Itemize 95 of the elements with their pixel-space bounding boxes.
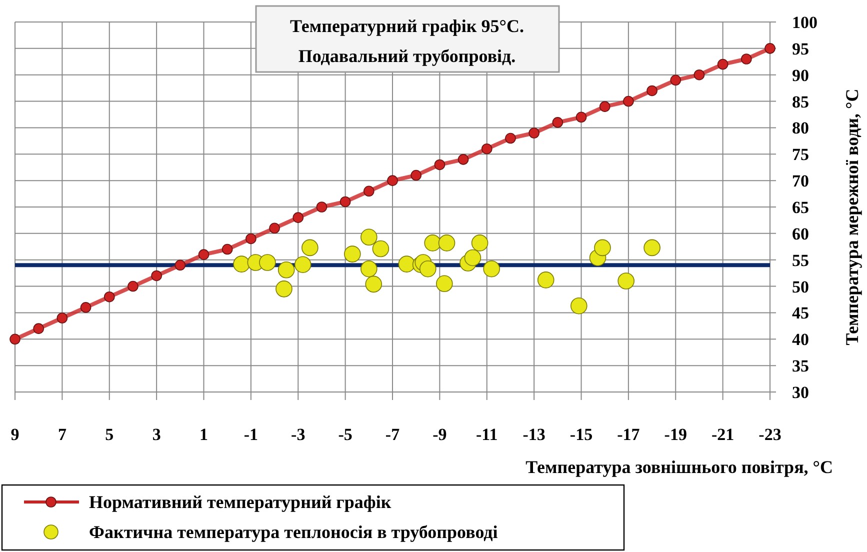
point — [464, 249, 482, 266]
point — [483, 260, 500, 278]
x-tick-label: -21 — [711, 425, 734, 444]
y-tick-label: 50 — [792, 277, 809, 296]
point — [387, 175, 398, 186]
x-tick-label: -23 — [758, 425, 782, 444]
point — [594, 239, 611, 256]
point — [246, 233, 256, 244]
y-tick-label: 100 — [792, 13, 818, 32]
point — [294, 256, 312, 274]
point — [471, 234, 488, 252]
x-tick-label: 1 — [200, 425, 208, 444]
y-tick-label: 85 — [792, 92, 809, 112]
point — [576, 112, 587, 123]
x-tick-label: -1 — [244, 425, 258, 444]
point — [623, 96, 634, 107]
point — [570, 297, 588, 314]
y-tick-label: 90 — [792, 66, 809, 85]
point — [360, 228, 378, 246]
point — [128, 280, 138, 292]
y-tick-label: 35 — [792, 356, 809, 376]
x-tick-label: -15 — [570, 425, 593, 444]
x-tick-label: -9 — [432, 425, 447, 444]
point — [365, 276, 382, 293]
point — [104, 291, 115, 302]
point — [174, 260, 186, 271]
y-tick-label: 55 — [792, 250, 809, 270]
point — [302, 239, 318, 256]
x-tick-label: -7 — [385, 425, 400, 444]
y-tick-label: 45 — [792, 304, 809, 323]
point — [764, 43, 776, 54]
point — [80, 302, 92, 313]
point — [151, 270, 162, 282]
x-axis-title: Температура зовнішнього повітря, °С — [526, 457, 833, 477]
y-tick-label: 30 — [792, 383, 809, 402]
point — [434, 159, 446, 170]
y-tick-label: 80 — [792, 118, 809, 138]
point — [646, 85, 658, 96]
point — [292, 212, 304, 223]
point — [424, 234, 442, 252]
point — [458, 154, 469, 165]
point — [438, 234, 456, 252]
point — [340, 196, 351, 208]
x-tick-label: -11 — [476, 425, 498, 444]
point — [316, 202, 328, 212]
chart-title: Температурний графік 95°С. — [290, 16, 524, 36]
point — [505, 132, 516, 144]
y-tick-label: 70 — [792, 172, 809, 191]
point — [233, 256, 250, 272]
legend-label: Нормативний температурний графік — [89, 492, 392, 512]
point — [537, 272, 554, 288]
x-tick-label: -19 — [664, 425, 687, 444]
y-tick-label: 60 — [792, 224, 809, 244]
point — [278, 262, 295, 278]
x-tick-label: -17 — [617, 425, 640, 444]
point — [481, 143, 492, 154]
x-tick-label: 7 — [58, 425, 67, 444]
point — [717, 58, 728, 70]
x-tick-label: -3 — [291, 425, 306, 444]
point — [364, 186, 374, 197]
point — [741, 54, 752, 64]
point — [410, 170, 422, 181]
point — [644, 239, 660, 256]
legend-label: Фактична температура теплоносія в трубопроводі — [89, 522, 498, 542]
point — [372, 240, 390, 258]
point — [56, 312, 68, 324]
point — [10, 334, 20, 345]
point — [259, 254, 276, 271]
point — [419, 260, 436, 278]
y-tick-label: 65 — [792, 198, 809, 217]
point — [33, 323, 44, 334]
x-tick-label: 9 — [10, 425, 20, 444]
point — [599, 101, 610, 112]
x-tick-label: -5 — [338, 425, 352, 444]
point — [436, 275, 453, 292]
y-tick-label: 75 — [792, 145, 809, 164]
x-tick-label: -13 — [522, 425, 546, 444]
point — [670, 74, 682, 86]
point — [360, 260, 378, 278]
y-tick-label: 95 — [792, 39, 809, 58]
point — [552, 117, 564, 128]
point — [344, 246, 361, 262]
x-tick-label: 3 — [152, 425, 161, 444]
point — [398, 256, 416, 272]
point — [269, 222, 280, 234]
point — [276, 280, 292, 298]
point — [198, 249, 210, 260]
y-axis-title: Температура мережної води, °С — [842, 88, 862, 346]
y-tick-label: 40 — [792, 330, 809, 350]
x-tick-label: 5 — [105, 425, 114, 444]
point — [528, 128, 540, 138]
text: Подавальний трубопровід. — [298, 46, 516, 66]
point — [222, 244, 233, 255]
point — [694, 69, 705, 80]
point — [618, 272, 634, 290]
